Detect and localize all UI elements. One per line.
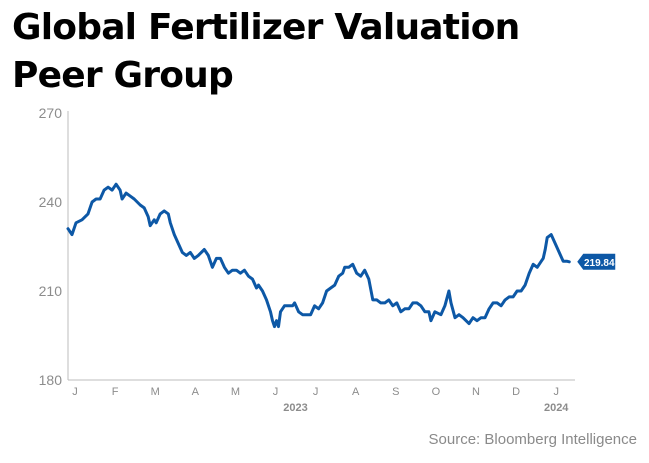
y-tick-label: 240 <box>39 194 63 210</box>
x-tick-label: J <box>313 386 319 398</box>
x-tick-label: S <box>392 386 399 398</box>
x-tick-label: F <box>112 386 119 398</box>
series-line <box>66 182 571 329</box>
x-tick-label: N <box>472 386 480 398</box>
x-tick-label: J <box>273 386 279 398</box>
y-axis: 180 210 240 270 <box>39 105 69 388</box>
y-tick-label: 180 <box>39 372 63 388</box>
chart-title: Global Fertilizer Valuation Peer Group <box>12 4 632 100</box>
title-line-2: Peer Group <box>12 55 234 96</box>
source-note: Source: Bloomberg Intelligence <box>428 431 637 448</box>
x-year-label: 2024 <box>544 402 569 414</box>
x-tick-label: A <box>192 386 200 398</box>
x-tick-label: D <box>512 386 520 398</box>
x-tick-label: M <box>231 386 240 398</box>
x-year-label: 2023 <box>283 402 307 414</box>
y-tick-label: 210 <box>39 283 63 299</box>
y-tick-label: 270 <box>39 105 63 121</box>
last-value-tag <box>577 253 616 270</box>
x-tick-label: J <box>553 386 559 398</box>
last-value-label: 219.84 <box>577 253 616 270</box>
x-tick-label: J <box>72 386 78 398</box>
x-axis: J F M A M J J A S O N D J 2023 2024 <box>68 379 575 414</box>
x-tick-label: M <box>151 386 160 398</box>
last-value-text: 219.84 <box>584 258 615 269</box>
series-layer <box>66 182 571 329</box>
title-line-1: Global Fertilizer Valuation <box>12 7 520 48</box>
x-tick-label: O <box>432 386 441 398</box>
x-tick-label: A <box>352 386 360 398</box>
